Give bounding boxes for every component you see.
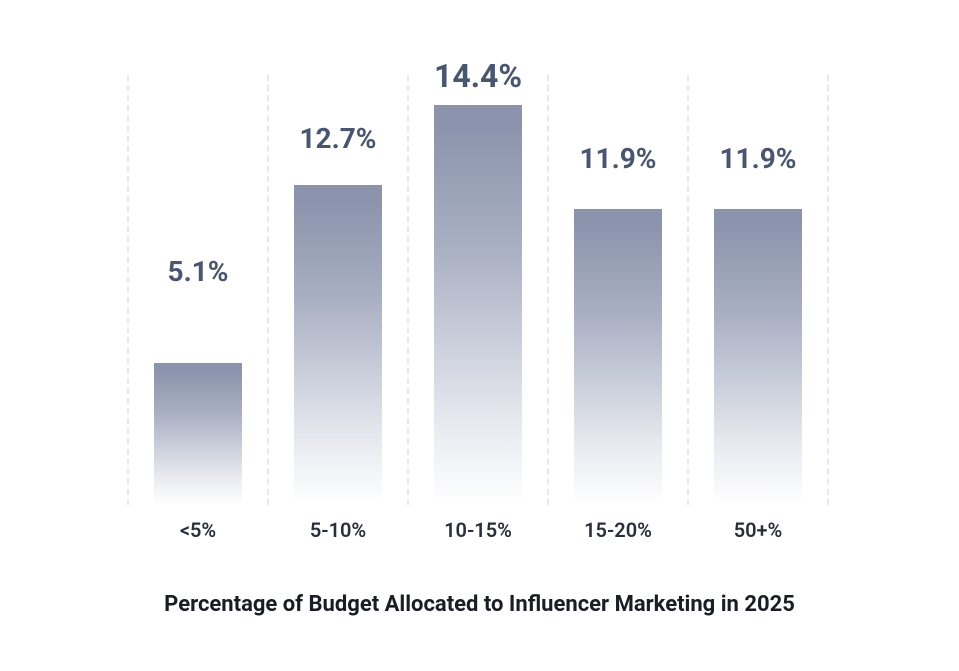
x-label-2: 10-15%	[408, 518, 548, 542]
x-label-4: 50+%	[688, 518, 828, 542]
x-axis-labels: <5% 5-10% 10-15% 15-20% 50+%	[128, 518, 828, 542]
x-label-1: 5-10%	[268, 518, 408, 542]
bar-3	[574, 209, 662, 505]
bar-value-2: 14.4%	[408, 57, 548, 95]
divider-0	[127, 75, 129, 505]
bar-value-4: 11.9%	[688, 142, 828, 175]
bar-group-2: 14.4%	[408, 60, 548, 505]
bar-value-0: 5.1%	[128, 255, 268, 288]
bars-area: 5.1% 12.7% 14.4% 11.9% 11.9%	[128, 60, 828, 505]
bar-value-1: 12.7%	[268, 122, 408, 155]
bar-1	[294, 185, 382, 505]
bar-group-1: 12.7%	[268, 60, 408, 505]
bar-0	[154, 363, 242, 505]
chart-plot-area: 5.1% 12.7% 14.4% 11.9% 11.9%	[128, 60, 828, 505]
bar-4	[714, 209, 802, 505]
chart-title: Percentage of Budget Allocated to Influe…	[0, 592, 959, 617]
bar-group-0: 5.1%	[128, 60, 268, 505]
bar-group-4: 11.9%	[688, 60, 828, 505]
divider-5	[827, 75, 829, 505]
bar-value-3: 11.9%	[548, 142, 688, 175]
x-label-0: <5%	[128, 518, 268, 542]
x-label-3: 15-20%	[548, 518, 688, 542]
bar-group-3: 11.9%	[548, 60, 688, 505]
bar-2	[434, 105, 522, 505]
